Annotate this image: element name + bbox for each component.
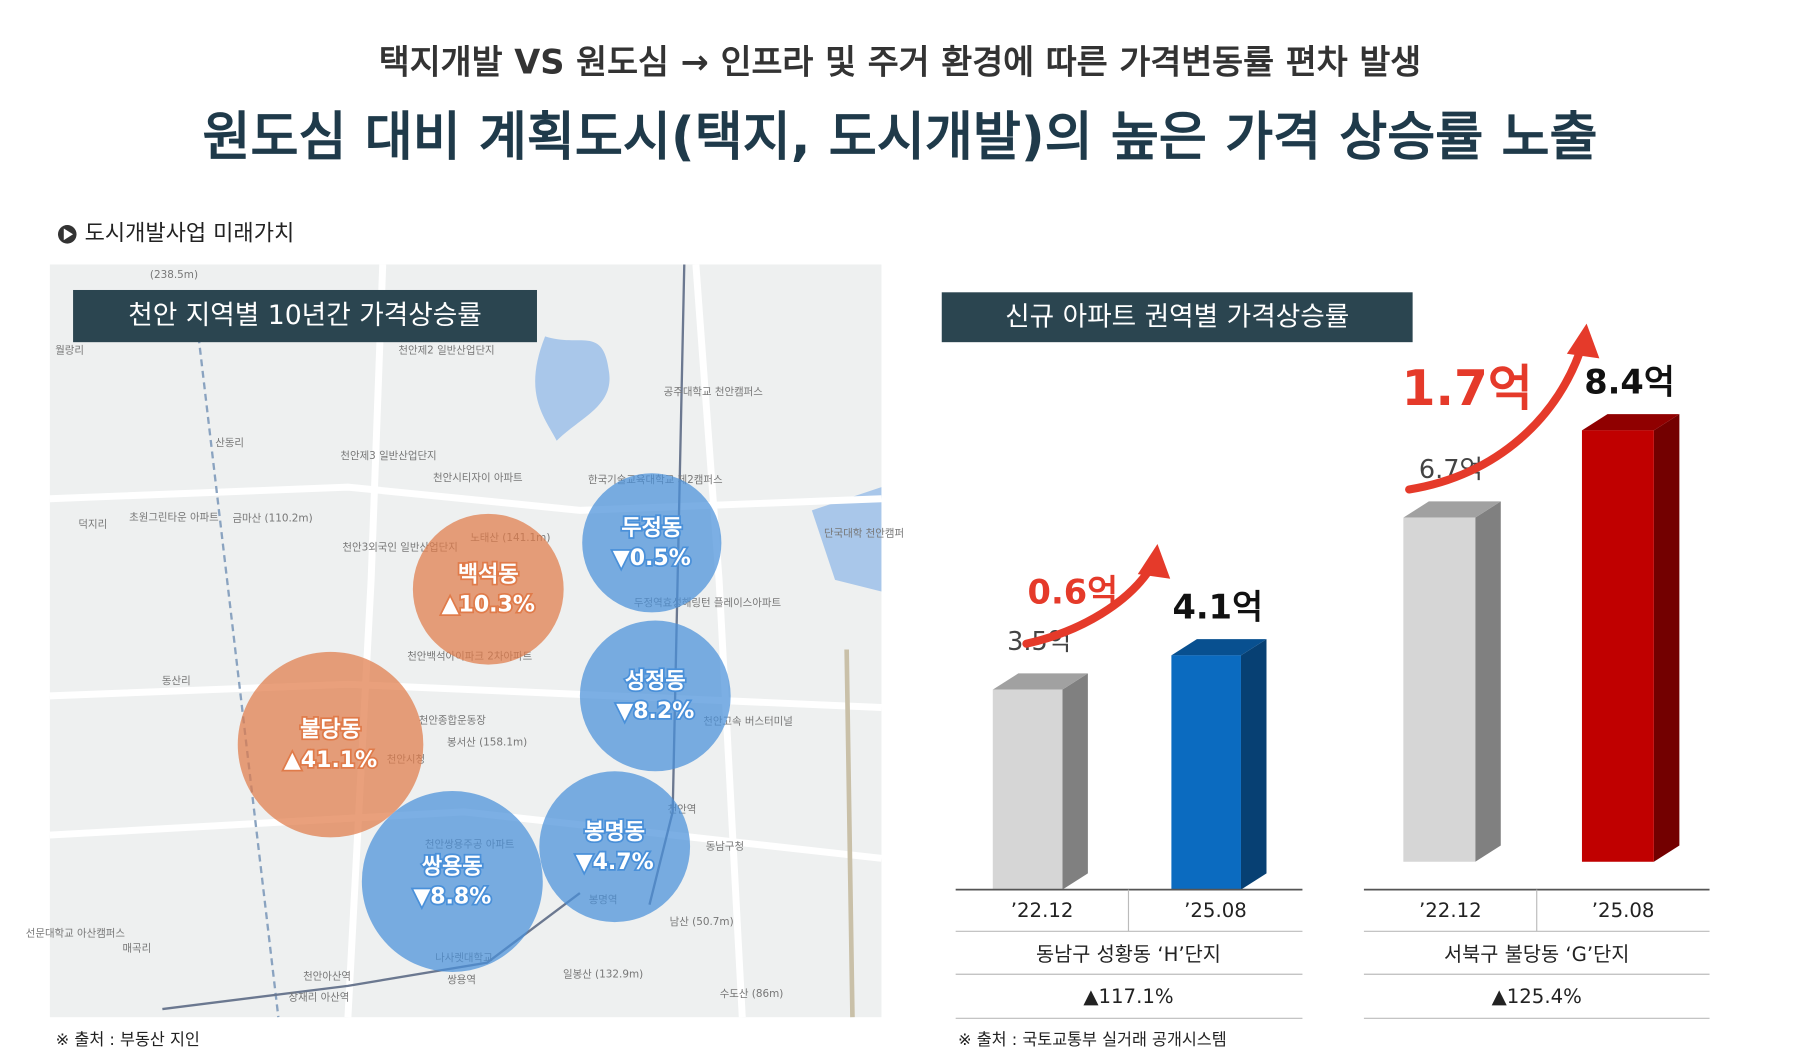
place-label: 덕지리: [78, 518, 107, 530]
place-label: 천안제3 일반산업단지: [340, 449, 436, 462]
region-name: 쌍용동: [422, 855, 483, 880]
region-circle: [539, 771, 691, 923]
rate-label: ▲117.1%: [1083, 985, 1173, 1008]
region-circle: [361, 791, 543, 972]
bar-top: [992, 673, 1088, 690]
section-label: 도시개발사업 미래가치: [85, 221, 295, 246]
bar: [1403, 517, 1476, 862]
bar-top: [1581, 414, 1680, 431]
rate-label: ▲125.4%: [1492, 985, 1582, 1008]
place-label: 동산리: [162, 675, 191, 687]
region-change: ▼8.2%: [616, 699, 694, 724]
map-title: 천안 지역별 10년간 가격상승률: [128, 300, 482, 331]
place-label: 동남구청: [706, 841, 744, 853]
category-label: ’22.12: [1419, 899, 1482, 922]
value-label: 8.4억: [1584, 362, 1675, 401]
region-name: 봉명동: [584, 820, 645, 845]
place-label: 월랑리: [55, 344, 84, 356]
subtitle: 택지개발 VS 원도심 → 인프라 및 주거 환경에 따른 가격변동률 편차 발…: [379, 42, 1421, 81]
arrow-head: [1566, 323, 1600, 359]
highway: [844, 649, 855, 1018]
region-change: ▲41.1%: [284, 748, 377, 773]
lake: [535, 336, 610, 441]
place-label: 산동리: [215, 437, 244, 449]
place-label: 봉서산 (158.1m): [447, 736, 527, 748]
map-title-box: [73, 289, 537, 343]
railway: [196, 324, 280, 1018]
region-name: 두정동: [621, 516, 682, 541]
source: ※ 출처 : 국토교통부 실거래 공개시스템: [958, 1030, 1227, 1049]
region-circle: [412, 513, 564, 665]
value-label: 4.1억: [1173, 587, 1264, 626]
arrow-head: [1137, 543, 1171, 579]
place-label: (238.5m): [150, 269, 198, 281]
place-label: 금마산 (110.2m): [232, 512, 312, 524]
region-name: 백석동: [458, 562, 519, 587]
map: 천안 지역별 10년간 가격상승률 (238.5m) 월랑리 천안제2 일반산업단지…: [26, 264, 904, 1018]
charts-title: 신규 아파트 권역별 가격상승률: [1005, 301, 1349, 332]
place-label: 천안아산역: [303, 971, 351, 983]
region-change: ▼4.7%: [576, 850, 654, 875]
bullet-arrow: [63, 228, 74, 241]
region-circle: [579, 620, 731, 772]
place-label: 남산 (50.7m): [670, 916, 734, 928]
railway: [162, 892, 581, 1011]
place-label: 초원그린타운 아파트: [129, 511, 219, 523]
place-label: 천안제2 일반산업단지: [398, 343, 494, 356]
lake: [811, 487, 882, 592]
bar-side: [1240, 639, 1267, 890]
increase-label: 1.7억: [1402, 361, 1533, 417]
group-label: 동남구 성황동 ‘H’단지: [1036, 943, 1221, 966]
bar: [1171, 655, 1241, 890]
place-label: 매곡리: [122, 943, 151, 955]
region-name: 성정동: [625, 669, 686, 694]
place-label: 공주대학교 천안캠퍼스: [664, 386, 764, 398]
increase-label: 0.6억: [1028, 572, 1119, 611]
place-label: 단국대학 천안캠퍼: [824, 528, 904, 540]
bar-side: [1062, 673, 1088, 890]
bar-side: [1475, 501, 1501, 862]
place-label: 천안종합운동장: [419, 714, 487, 726]
map-source: ※ 출처 : 부동산 지인: [56, 1030, 200, 1049]
place-label: 일봉산 (132.9m): [563, 967, 643, 980]
title: 원도심 대비 계획도시(택지, 도시개발)의 높은 가격 상승률 노출: [202, 107, 1597, 167]
category-label: ’25.08: [1592, 899, 1655, 922]
region-circle: [582, 473, 722, 613]
bar-side: [1653, 414, 1680, 862]
bar-top: [1171, 639, 1267, 656]
charts-title-box: [941, 292, 1413, 343]
bar: [1581, 430, 1654, 862]
place-label: 선문대학교 아산캠퍼스: [26, 928, 126, 940]
increase-arrow: [1405, 338, 1588, 494]
increase-arrow: [1022, 558, 1159, 648]
region-name: 불당동: [300, 718, 361, 743]
place-label: 장재리 아산역: [289, 991, 350, 1003]
region-change: ▼0.5%: [613, 546, 691, 571]
place-label: 쌍용역: [447, 974, 476, 986]
place-label: 천안시티자이 아파트: [433, 472, 523, 484]
category-label: ’25.08: [1184, 899, 1247, 922]
bar: [992, 689, 1063, 890]
region-change: ▼8.8%: [413, 885, 491, 910]
bar-top: [1403, 501, 1501, 518]
region-change: ▲10.3%: [442, 592, 535, 617]
place-label: 수도산 (86m): [720, 988, 784, 1000]
region-circle: [237, 651, 424, 838]
group-label: 서북구 불당동 ‘G’단지: [1444, 943, 1629, 966]
category-label: ’22.12: [1011, 899, 1074, 922]
